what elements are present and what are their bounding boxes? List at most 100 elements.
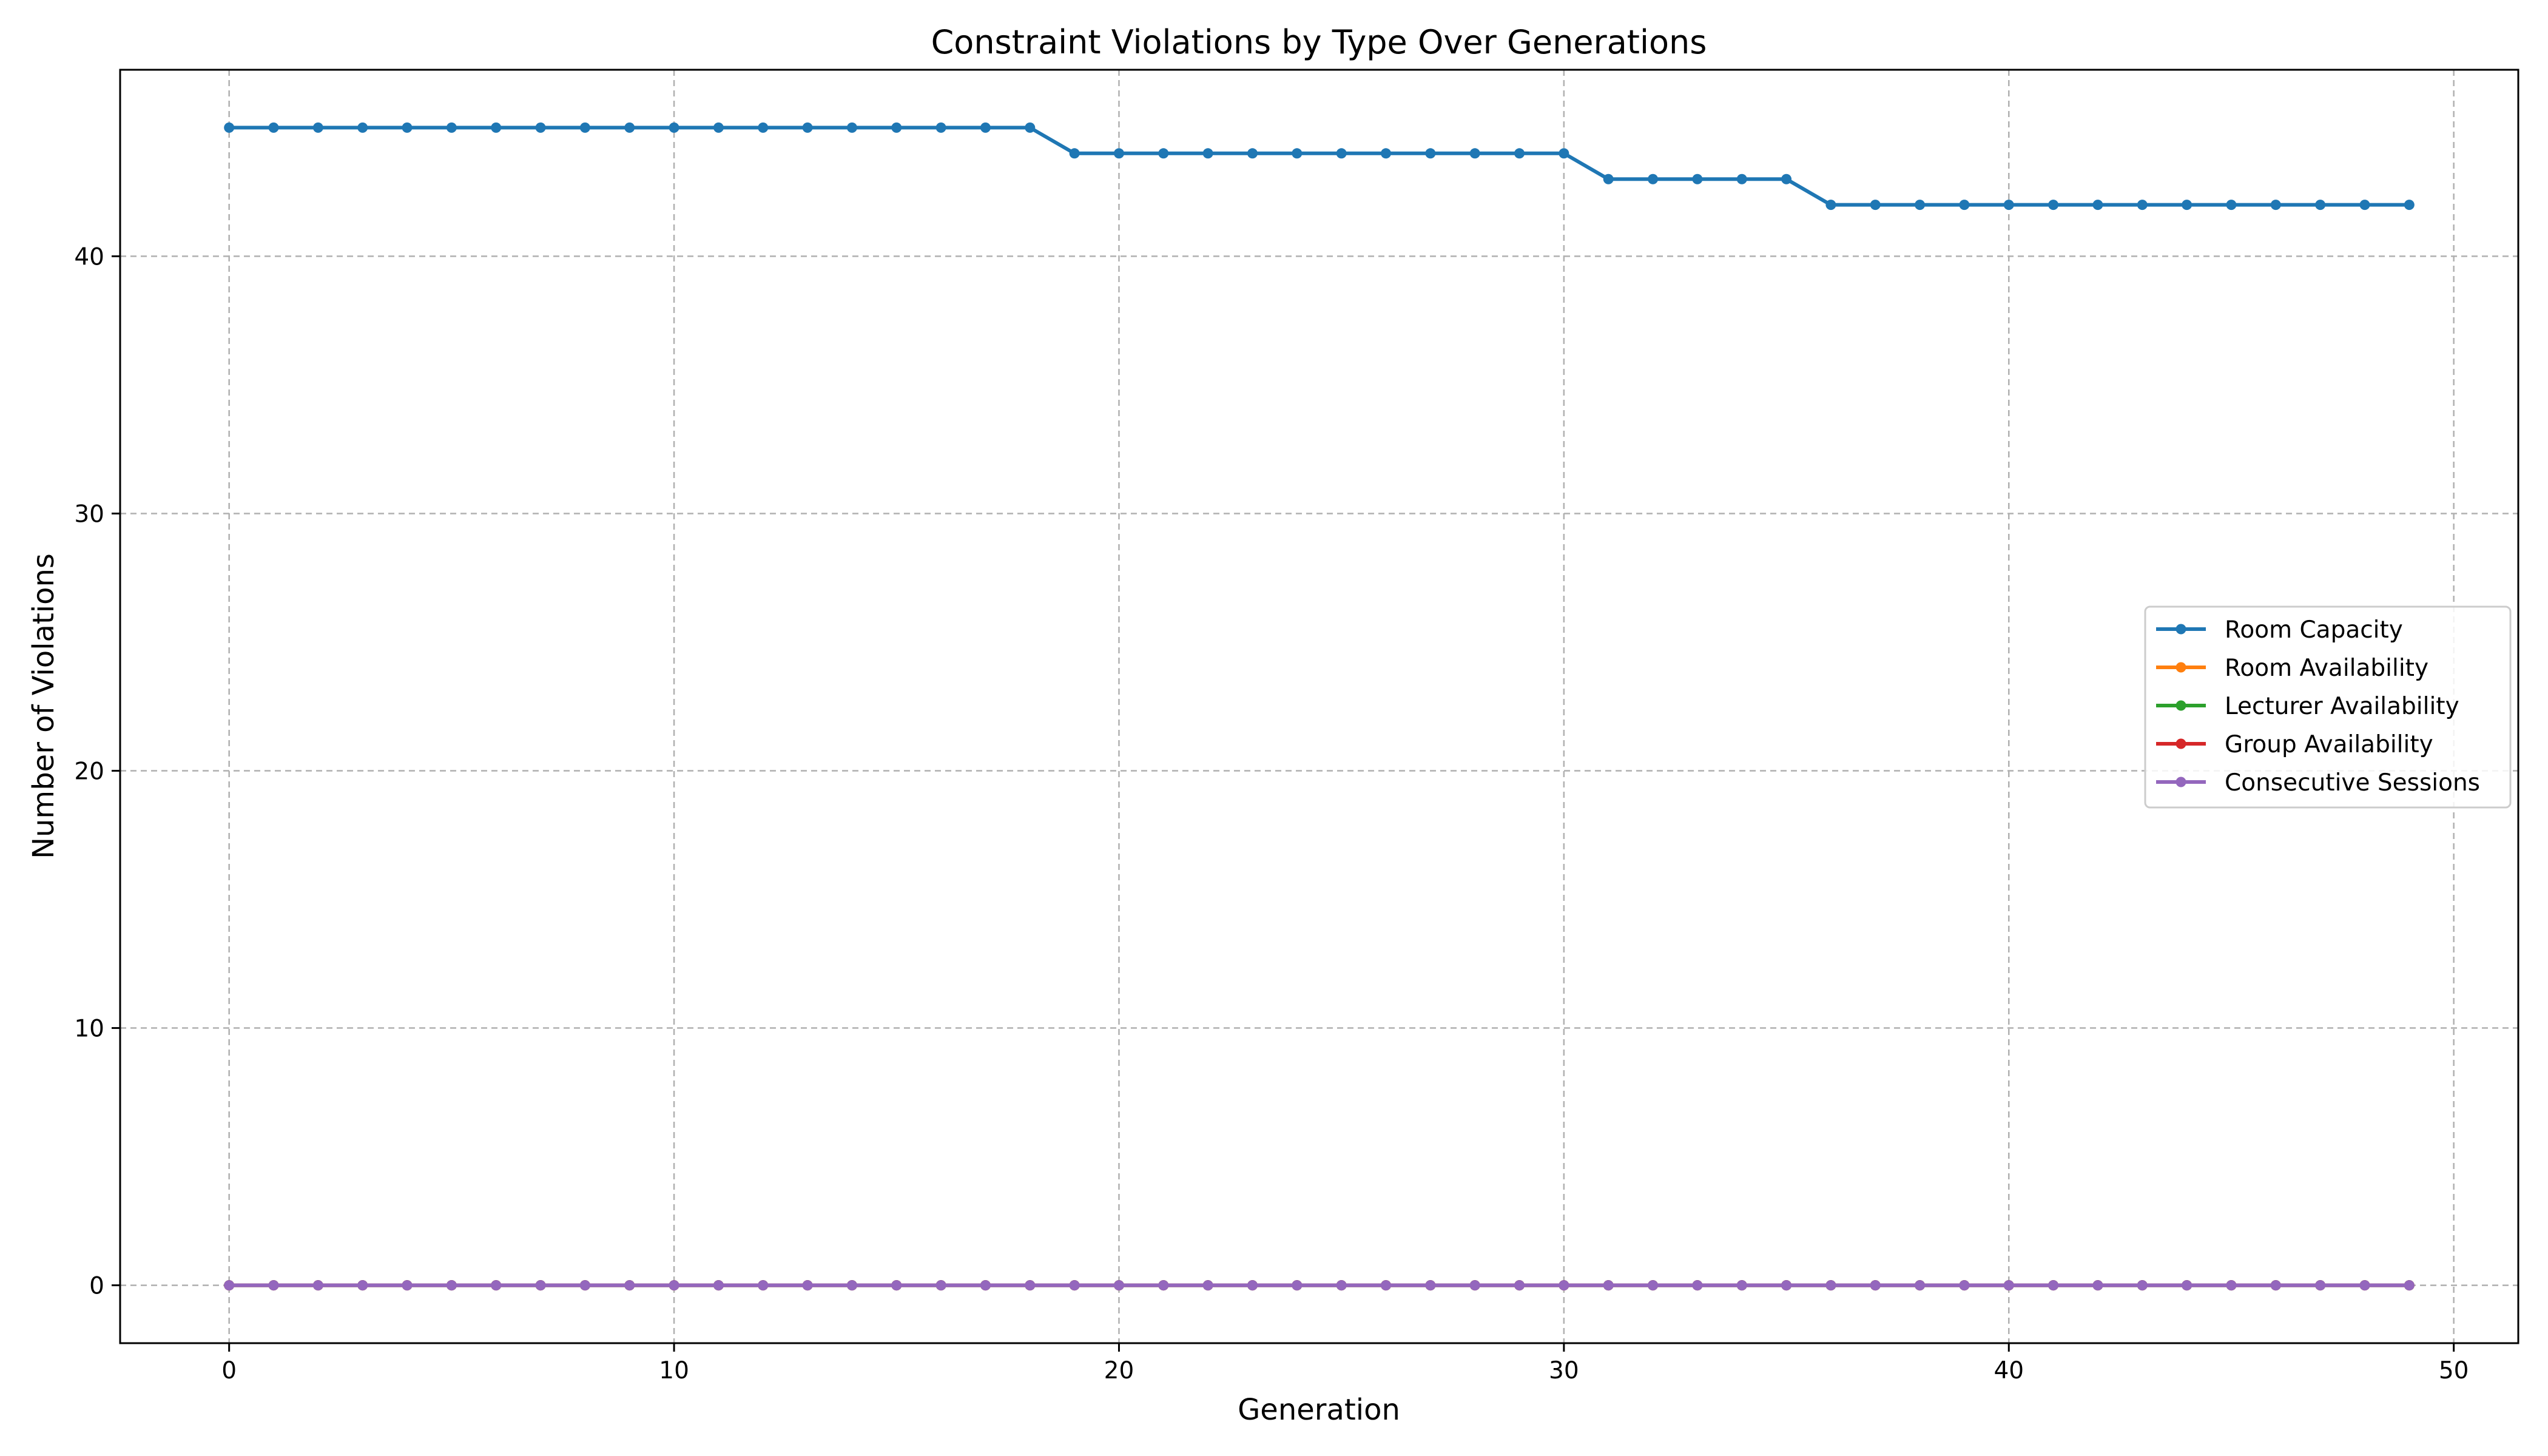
data-point xyxy=(1603,1280,1614,1291)
legend-swatch-marker xyxy=(2176,738,2186,749)
data-point xyxy=(1692,1280,1703,1291)
data-point xyxy=(1559,1280,1569,1291)
data-point xyxy=(268,1280,279,1291)
x-tick-label: 50 xyxy=(2439,1357,2469,1384)
data-point xyxy=(1870,200,1881,211)
y-tick-label: 30 xyxy=(74,500,104,528)
data-point xyxy=(1113,1280,1124,1291)
data-point xyxy=(2048,200,2059,211)
data-point xyxy=(1781,1280,1792,1291)
data-point xyxy=(2226,200,2237,211)
data-point xyxy=(2359,200,2370,211)
data-point xyxy=(446,122,457,133)
data-point xyxy=(1692,174,1703,184)
y-tick-label: 10 xyxy=(74,1016,104,1043)
legend-item: Room Capacity xyxy=(2156,616,2403,644)
data-point xyxy=(268,122,279,133)
data-point xyxy=(2270,1280,2281,1291)
x-tick-label: 10 xyxy=(659,1357,689,1384)
data-point xyxy=(1202,1280,1213,1291)
chart-title: Constraint Violations by Type Over Gener… xyxy=(931,23,1707,61)
data-point xyxy=(2092,1280,2103,1291)
y-tick-label: 40 xyxy=(74,243,104,271)
data-point xyxy=(579,122,590,133)
data-point xyxy=(357,122,368,133)
data-point xyxy=(1336,148,1347,159)
legend-label: Room Availability xyxy=(2225,655,2428,682)
data-point xyxy=(1425,1280,1436,1291)
data-point xyxy=(758,122,769,133)
data-point xyxy=(357,1280,368,1291)
data-point xyxy=(224,1280,235,1291)
data-point xyxy=(2226,1280,2237,1291)
legend-label: Group Availability xyxy=(2225,731,2433,758)
data-point xyxy=(2315,200,2326,211)
data-point xyxy=(1959,1280,1970,1291)
data-point xyxy=(713,122,724,133)
data-point xyxy=(1514,1280,1525,1291)
series-room-capacity xyxy=(224,122,2415,211)
data-point xyxy=(758,1280,769,1291)
data-point xyxy=(669,122,679,133)
data-point xyxy=(224,122,235,133)
data-point xyxy=(2092,200,2103,211)
data-point xyxy=(2048,1280,2059,1291)
data-point xyxy=(2404,1280,2415,1291)
data-point xyxy=(1915,1280,1926,1291)
legend-swatch-marker xyxy=(2176,662,2186,673)
data-point xyxy=(1247,1280,1258,1291)
data-point xyxy=(2003,1280,2014,1291)
x-axis-label: Generation xyxy=(1238,1393,1400,1427)
data-point xyxy=(1648,1280,1659,1291)
data-point xyxy=(891,122,902,133)
data-point xyxy=(402,1280,413,1291)
data-point xyxy=(1381,1280,1392,1291)
series-line xyxy=(229,126,2410,207)
data-point xyxy=(891,1280,902,1291)
axis-ticks: 0 10 20 30 40 50 0 10 20 30 40 xyxy=(74,243,2469,1384)
data-point xyxy=(1825,1280,1836,1291)
data-point xyxy=(2137,1280,2148,1291)
legend-swatch-marker xyxy=(2176,777,2186,787)
data-point xyxy=(802,122,813,133)
data-point xyxy=(1425,148,1436,159)
data-point xyxy=(1381,148,1392,159)
data-point xyxy=(2182,1280,2192,1291)
data-point xyxy=(935,122,946,133)
data-point xyxy=(624,122,635,133)
data-point xyxy=(669,1280,679,1291)
legend-label: Lecturer Availability xyxy=(2225,693,2459,720)
data-point xyxy=(2404,200,2415,211)
legend-swatch-marker xyxy=(2176,700,2186,711)
data-point xyxy=(1736,174,1747,184)
data-point xyxy=(2359,1280,2370,1291)
data-point xyxy=(1025,122,1036,133)
legend-item: Lecturer Availability xyxy=(2156,693,2459,720)
data-point xyxy=(1113,148,1124,159)
data-point xyxy=(980,122,991,133)
x-tick-label: 20 xyxy=(1104,1357,1134,1384)
data-point xyxy=(1781,174,1792,184)
y-tick-label: 0 xyxy=(89,1273,104,1300)
data-point xyxy=(1292,148,1303,159)
data-point xyxy=(1915,200,1926,211)
legend-label: Consecutive Sessions xyxy=(2225,769,2480,797)
legend-item: Consecutive Sessions xyxy=(2156,769,2480,797)
data-point xyxy=(1069,148,1080,159)
data-point xyxy=(935,1280,946,1291)
data-point xyxy=(1336,1280,1347,1291)
data-point xyxy=(713,1280,724,1291)
data-point xyxy=(1825,200,1836,211)
legend-swatch-marker xyxy=(2176,624,2186,635)
data-point xyxy=(312,1280,323,1291)
data-point xyxy=(2182,200,2192,211)
data-point xyxy=(491,122,502,133)
data-point xyxy=(1648,174,1659,184)
data-point xyxy=(1603,174,1614,184)
data-point xyxy=(1736,1280,1747,1291)
legend: Room Capacity Room Availability Lecturer A… xyxy=(2144,605,2512,809)
data-point xyxy=(402,122,413,133)
series-consecutive-sessions xyxy=(224,1280,2415,1291)
x-tick-label: 0 xyxy=(221,1357,237,1384)
data-point xyxy=(1469,148,1480,159)
